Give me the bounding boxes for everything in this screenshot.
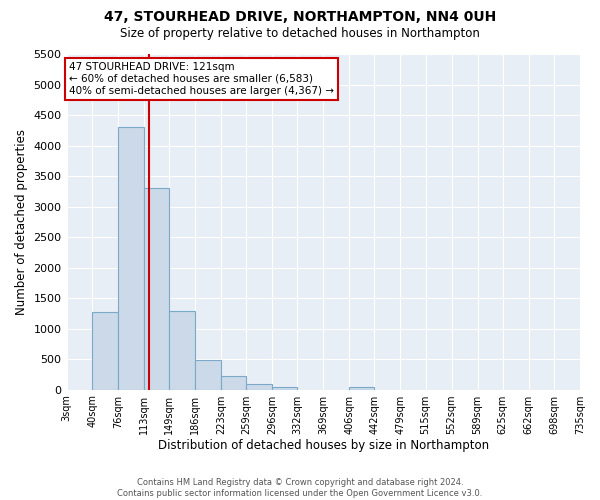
Text: Contains HM Land Registry data © Crown copyright and database right 2024.
Contai: Contains HM Land Registry data © Crown c… (118, 478, 482, 498)
Text: Size of property relative to detached houses in Northampton: Size of property relative to detached ho… (120, 28, 480, 40)
Bar (144, 188, 169, 390)
Text: 47, STOURHEAD DRIVE, NORTHAMPTON, NN4 0UH: 47, STOURHEAD DRIVE, NORTHAMPTON, NN4 0U… (104, 10, 496, 24)
Bar (92, 312, 118, 390)
Bar (118, 127, 144, 390)
Y-axis label: Number of detached properties: Number of detached properties (15, 129, 28, 315)
Bar (272, 386, 298, 390)
Bar (221, 376, 246, 390)
Bar (246, 384, 272, 390)
Bar (349, 387, 374, 390)
Bar (169, 311, 195, 390)
Text: 47 STOURHEAD DRIVE: 121sqm
← 60% of detached houses are smaller (6,583)
40% of s: 47 STOURHEAD DRIVE: 121sqm ← 60% of deta… (69, 62, 334, 96)
X-axis label: Distribution of detached houses by size in Northampton: Distribution of detached houses by size … (158, 440, 489, 452)
Bar (195, 360, 221, 390)
